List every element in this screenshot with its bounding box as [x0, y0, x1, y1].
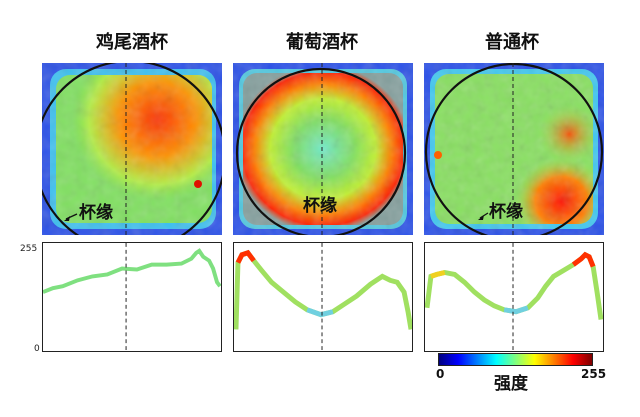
rim-label-wine: 杯缘 — [303, 195, 337, 216]
profile-wine — [233, 242, 413, 352]
panel-title-wine: 葡萄酒杯 — [286, 32, 358, 53]
colorbar-min-label: 0 — [436, 367, 445, 381]
heatmap-cocktail: 杯缘 — [42, 63, 222, 235]
colorbar-max-label: 255 — [581, 367, 607, 381]
panel-title-regular: 普通杯 — [485, 32, 539, 53]
profile-cocktail — [42, 242, 222, 352]
rim-label-cocktail: 杯缘 — [79, 202, 113, 223]
intensity-colorbar — [438, 353, 593, 366]
profile-regular — [424, 242, 604, 352]
y-tick-max: 255 — [20, 244, 38, 254]
colorbar-title: 强度 — [494, 374, 528, 394]
rim-label-regular: 杯缘 — [489, 201, 523, 222]
y-tick-min: 0 — [34, 344, 40, 354]
heatmap-wine: 杯缘 — [233, 63, 413, 235]
panel-title-cocktail: 鸡尾酒杯 — [96, 32, 168, 53]
heatmap-regular: 杯缘 — [424, 63, 604, 235]
